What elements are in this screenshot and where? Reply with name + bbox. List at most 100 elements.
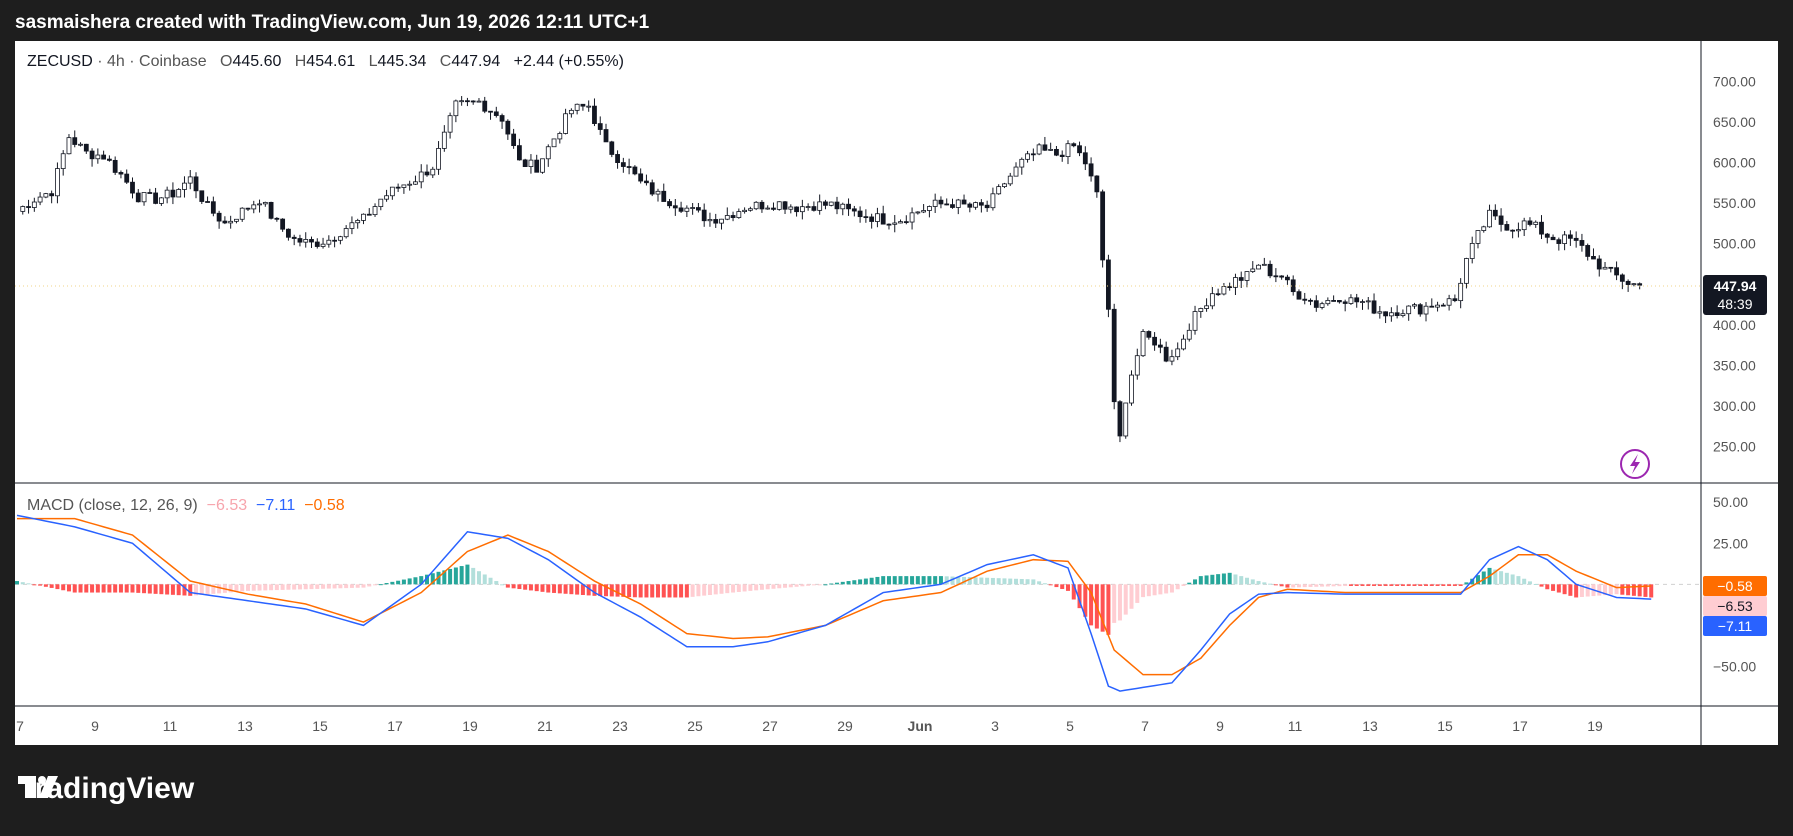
legend-sep-2: · <box>129 53 140 70</box>
macd-hist-bar <box>1441 584 1446 586</box>
macd-hist-bar <box>1366 584 1371 586</box>
candle-body <box>516 145 522 161</box>
macd-hist-bar <box>563 584 568 594</box>
candle-body <box>1250 268 1256 272</box>
macd-hist-bar <box>921 576 926 585</box>
macd-hist-bar <box>240 584 245 592</box>
candle-body <box>967 203 973 208</box>
candle-body <box>1348 297 1354 304</box>
candle-body <box>37 196 43 203</box>
macd-hist-bar <box>401 579 406 585</box>
macd-tick-label: 25.00 <box>1713 535 1748 551</box>
candle-body <box>921 210 927 213</box>
candle-body <box>182 182 187 190</box>
open-label: O <box>220 53 233 70</box>
candle-body <box>944 203 950 206</box>
macd-hist-bar <box>1227 572 1232 585</box>
candle-body <box>1487 209 1492 228</box>
candle-body <box>205 201 210 203</box>
macd-hist-bar <box>61 584 66 591</box>
candle-body <box>384 195 389 200</box>
macd-hist-bar <box>552 584 557 593</box>
close-value: 447.94 <box>451 53 501 70</box>
candle-body <box>724 215 730 220</box>
candle-body <box>1077 145 1082 154</box>
candle-body <box>130 181 135 194</box>
symbol-name[interactable]: ZECUSD <box>27 53 93 70</box>
candle-body <box>499 115 505 122</box>
candle-body <box>1440 304 1446 307</box>
candle-body <box>1123 402 1129 437</box>
time-tick-label: 11 <box>163 718 178 734</box>
macd-hist-bar <box>586 584 591 596</box>
macd-hist-bar <box>1291 584 1296 588</box>
candle-body <box>1464 258 1469 284</box>
macd-hist-bar <box>592 584 597 596</box>
macd-hist-bar <box>534 584 539 592</box>
macd-hist-bar <box>1429 584 1434 586</box>
macd-hist-bar <box>425 574 429 585</box>
candle-body <box>1354 297 1360 303</box>
macd-hist-bar <box>938 576 943 585</box>
chart-frame[interactable]: 700.00650.00600.00550.00500.00450.00400.… <box>15 41 1778 745</box>
candle-body <box>932 199 938 207</box>
macd-hist-bar <box>852 580 857 585</box>
macd-hist-bar <box>1579 584 1584 597</box>
macd-hist-bar <box>1279 584 1284 587</box>
macd-hist-bar <box>1187 582 1192 585</box>
candle-body <box>1423 305 1429 315</box>
candle-body <box>978 202 984 206</box>
macd-signal-line <box>17 517 1652 676</box>
candle-body <box>1233 277 1238 288</box>
candle-body <box>447 115 453 133</box>
candle-body <box>89 150 95 160</box>
time-tick-label: 29 <box>837 718 853 734</box>
chart-svg[interactable]: 700.00650.00600.00550.00500.00450.00400.… <box>15 41 1778 745</box>
macd-label[interactable]: MACD (close, 12, 26, 9) <box>27 497 198 514</box>
macd-hist-bar <box>332 584 337 589</box>
candle-body <box>615 154 620 163</box>
candle-body <box>1452 298 1458 302</box>
candle-body <box>216 212 222 222</box>
candle-body <box>401 184 407 188</box>
candle-body <box>1111 308 1117 403</box>
macd-hist-bar <box>1181 584 1186 586</box>
macd-hist-bar <box>1158 584 1163 595</box>
candle-body <box>407 183 413 186</box>
symbol-interval[interactable]: 4h <box>107 53 125 70</box>
candle-body <box>1383 311 1388 317</box>
candle-body <box>245 207 251 210</box>
macd-hist-bar <box>1551 584 1556 591</box>
candle-body <box>101 154 107 160</box>
time-tick-label: 21 <box>537 718 553 734</box>
macd-hist-bar <box>892 576 897 585</box>
candle-body <box>418 171 424 183</box>
macd-hist-bar <box>1383 584 1388 586</box>
candle-body <box>551 138 557 148</box>
macd-hist-bar <box>1539 584 1544 587</box>
macd-hist-bar <box>84 584 89 593</box>
candle-body <box>1267 263 1273 277</box>
macd-hist-bar <box>944 576 949 585</box>
candle-body <box>626 166 632 168</box>
candle-body <box>1544 233 1550 238</box>
macd-hist-bar <box>1585 584 1590 597</box>
macd-hist-bar <box>1447 584 1452 586</box>
macd-hist-bar <box>1545 584 1550 590</box>
candle-body <box>476 100 482 103</box>
macd-hist-bar <box>228 584 233 593</box>
candle-body <box>286 228 291 238</box>
candle-body <box>1209 293 1215 307</box>
candle-body <box>1406 305 1412 315</box>
candle-body <box>1498 215 1504 225</box>
time-tick-label: 27 <box>762 718 778 734</box>
macd-hist-bar <box>788 584 793 588</box>
candle-body <box>545 146 551 160</box>
macd-hist-bar <box>1360 584 1365 586</box>
candle-body <box>747 208 753 211</box>
candle-body <box>1215 293 1221 296</box>
candle-body <box>1469 243 1475 259</box>
macd-hist-bar <box>736 584 741 592</box>
candle-body <box>465 100 470 103</box>
macd-hist-bar <box>546 584 551 593</box>
